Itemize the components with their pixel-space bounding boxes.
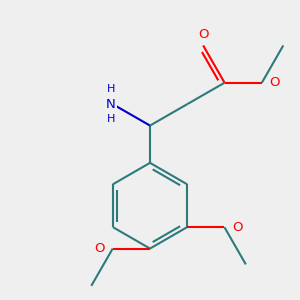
Text: H: H — [106, 84, 115, 94]
Text: O: O — [270, 76, 280, 89]
Text: O: O — [232, 220, 243, 234]
Text: N: N — [106, 98, 116, 111]
Text: O: O — [94, 242, 105, 255]
Text: O: O — [198, 28, 208, 41]
Text: H: H — [106, 114, 115, 124]
